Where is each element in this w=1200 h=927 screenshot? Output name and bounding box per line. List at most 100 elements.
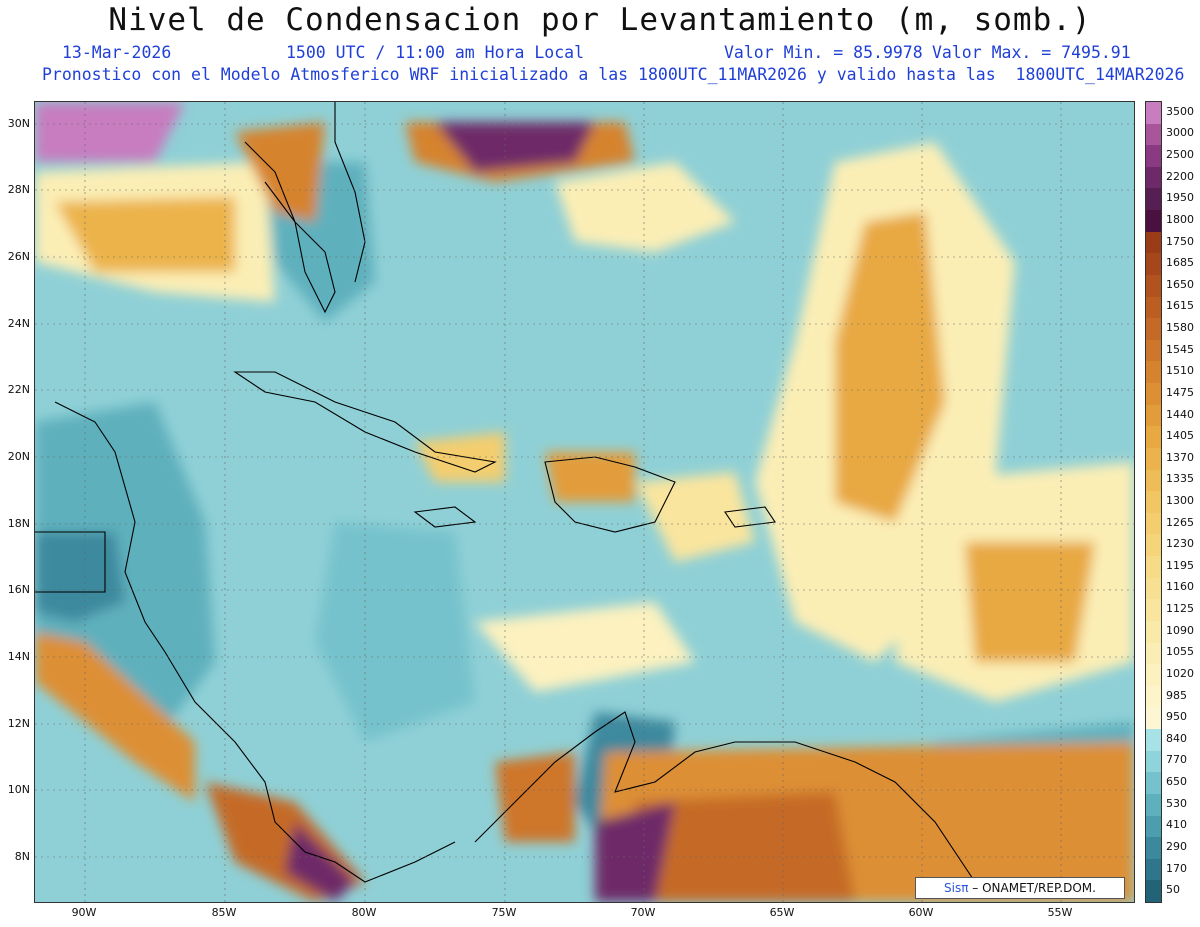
colorbar-label: 1615 xyxy=(1166,299,1194,313)
lat-label-16n: 16N xyxy=(7,583,30,596)
lat-label-10n: 10N xyxy=(7,783,30,796)
lon-label-60w: 60W xyxy=(908,906,934,919)
forecast-date: 13-Mar-2026 xyxy=(62,43,172,62)
colorbar-cell xyxy=(1146,837,1161,860)
colorbar-label: 1475 xyxy=(1166,385,1194,399)
colorbar-label: 1230 xyxy=(1166,537,1194,551)
colorbar-cell xyxy=(1146,166,1161,189)
colorbar-label: 950 xyxy=(1166,710,1187,724)
colorbar-label: 1020 xyxy=(1166,666,1194,680)
lat-label-24n: 24N xyxy=(7,317,30,330)
colorbar-cell xyxy=(1146,577,1161,600)
colorbar-label: 1300 xyxy=(1166,494,1194,507)
credit-box: Sisπ – ONAMET/REP.DOM. xyxy=(915,877,1125,899)
colorbar-label: 170 xyxy=(1166,861,1187,875)
colorbar-label: 1750 xyxy=(1166,234,1194,248)
colorbar-cell xyxy=(1146,858,1161,881)
colorbar-label: 410 xyxy=(1166,818,1187,832)
lat-label-28n: 28N xyxy=(7,183,30,196)
forecast-time: 1500 UTC / 11:00 am Hora Local xyxy=(286,43,585,62)
value-max: Valor Max. = 7495.91 xyxy=(932,43,1131,62)
colorbar xyxy=(1145,101,1162,903)
lat-label-22n: 22N xyxy=(7,383,30,396)
colorbar-label: 1335 xyxy=(1166,472,1194,486)
credit-text: – ONAMET/REP.DOM. xyxy=(972,881,1096,895)
graticule xyxy=(35,102,1134,902)
colorbar-cell xyxy=(1146,880,1161,903)
colorbar-cell xyxy=(1146,383,1161,406)
colorbar-label: 1195 xyxy=(1166,558,1194,572)
colorbar-label: 1440 xyxy=(1166,407,1194,421)
colorbar-label: 840 xyxy=(1166,731,1187,745)
lon-label-75w: 75W xyxy=(491,906,517,919)
colorbar-label: 530 xyxy=(1166,796,1187,810)
lat-label-18n: 18N xyxy=(7,517,30,530)
colorbar-cell xyxy=(1146,447,1161,471)
colorbar-label: 1510 xyxy=(1166,364,1194,378)
colorbar-cell xyxy=(1146,253,1161,276)
lon-label-70w: 70W xyxy=(630,906,656,919)
lat-label-30n: 30N xyxy=(7,117,30,130)
lat-label-8n: 8N xyxy=(14,850,30,863)
lon-label-85w: 85W xyxy=(211,906,237,919)
colorbar-label: 1160 xyxy=(1166,580,1194,594)
colorbar-label: 50 xyxy=(1166,883,1180,897)
lat-label-14n: 14N xyxy=(7,650,30,663)
colorbar-label: 1800 xyxy=(1166,212,1194,226)
colorbar-label: 1370 xyxy=(1166,450,1194,464)
colorbar-cell xyxy=(1146,685,1161,708)
colorbar-label: 3000 xyxy=(1166,126,1194,140)
colorbar-cell xyxy=(1146,599,1161,622)
colorbar-cell xyxy=(1146,145,1161,168)
colorbar-cell xyxy=(1146,274,1161,298)
colorbar-label: 1265 xyxy=(1166,515,1194,529)
colorbar-cell xyxy=(1146,815,1161,838)
colorbar-label: 1685 xyxy=(1166,256,1194,270)
colorbar-cell xyxy=(1146,404,1161,427)
colorbar-cell xyxy=(1146,729,1161,752)
lat-label-20n: 20N xyxy=(7,450,30,463)
chart-title: Nivel de Condensacion por Levantamiento … xyxy=(108,2,1092,38)
lat-label-26n: 26N xyxy=(7,250,30,263)
colorbar-cell xyxy=(1146,426,1161,449)
lon-label-65w: 65W xyxy=(769,906,795,919)
colorbar-label: 1090 xyxy=(1166,623,1194,637)
colorbar-cell xyxy=(1146,123,1161,146)
colorbar-label: 2200 xyxy=(1166,169,1194,183)
colorbar-cell xyxy=(1146,491,1161,514)
colorbar-cell xyxy=(1146,102,1161,125)
colorbar-cell xyxy=(1146,556,1161,579)
colorbar-label: 1405 xyxy=(1166,429,1194,443)
lon-label-90w: 90W xyxy=(71,906,97,919)
map-panel xyxy=(34,101,1135,903)
colorbar-label: 1125 xyxy=(1166,602,1194,616)
colorbar-cell xyxy=(1146,210,1161,233)
colorbar-label: 290 xyxy=(1166,839,1187,853)
colorbar-cell xyxy=(1146,793,1161,816)
colorbar-label: 1055 xyxy=(1166,645,1194,659)
colorbar-label: 1650 xyxy=(1166,277,1194,291)
lat-label-12n: 12N xyxy=(7,717,30,730)
colorbar-label: 1580 xyxy=(1166,321,1194,335)
colorbar-cell xyxy=(1146,469,1161,492)
colorbar-label: 3500 xyxy=(1166,104,1194,118)
colorbar-cell xyxy=(1146,231,1161,254)
colorbar-cell xyxy=(1146,188,1161,211)
colorbar-label: 1545 xyxy=(1166,342,1194,356)
colorbar-cell xyxy=(1146,664,1161,687)
lon-label-55w: 55W xyxy=(1047,906,1073,919)
colorbar-cell xyxy=(1146,707,1161,730)
colorbar-cell xyxy=(1146,512,1161,535)
model-subtitle: Pronostico con el Modelo Atmosferico WRF… xyxy=(42,65,1185,84)
colorbar-cell xyxy=(1146,620,1161,644)
sispi-logo-text: Sisπ xyxy=(944,881,969,895)
colorbar-cell xyxy=(1146,534,1161,557)
colorbar-label: 770 xyxy=(1166,753,1187,767)
colorbar-cell xyxy=(1146,318,1161,341)
colorbar-cell xyxy=(1146,361,1161,384)
colorbar-label: 985 xyxy=(1166,688,1187,702)
value-min: Valor Min. = 85.9978 xyxy=(724,43,923,62)
colorbar-label: 2500 xyxy=(1166,148,1194,162)
colorbar-cell xyxy=(1146,642,1161,665)
lon-label-80w: 80W xyxy=(351,906,377,919)
